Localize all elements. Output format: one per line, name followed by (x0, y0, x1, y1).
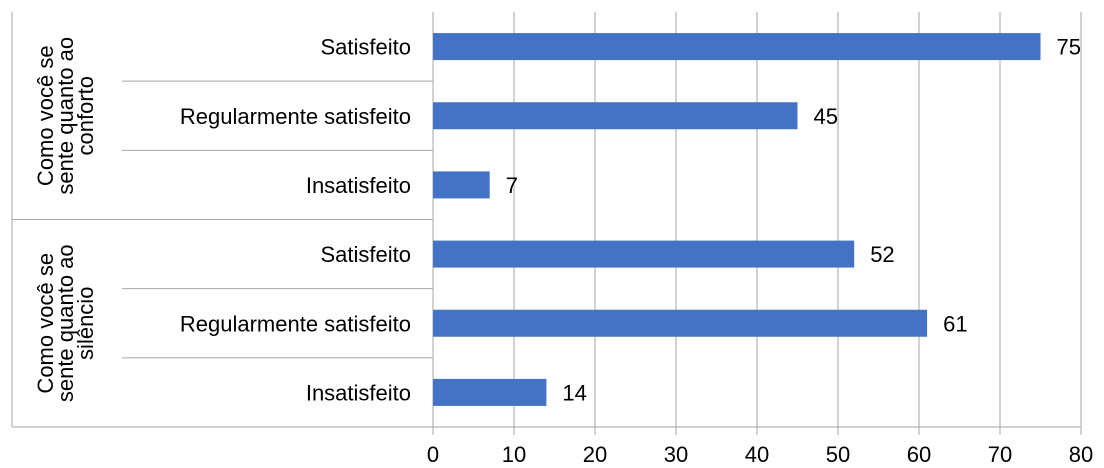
group-label-1: Como você sesente quanto aosilêncio (33, 244, 98, 402)
bar-1-2 (433, 378, 547, 406)
category-label: Insatisfeito (306, 380, 411, 405)
group-label-line: sente quanto ao (53, 37, 78, 195)
bar-1-1 (433, 309, 928, 337)
category-label: Regularmente satisfeito (180, 311, 411, 336)
category-label: Satisfeito (321, 35, 412, 60)
data-label-1-2: 14 (562, 380, 586, 405)
x-tick-label-0: 0 (427, 442, 439, 467)
group-label-line: conforto (73, 76, 98, 156)
x-tick-label-10: 10 (502, 442, 526, 467)
data-label-0-1: 45 (814, 104, 838, 129)
group-label-line: Como você se (33, 253, 58, 394)
data-label-0-2: 7 (506, 173, 518, 198)
category-label: Satisfeito (321, 242, 412, 267)
category-label: Regularmente satisfeito (180, 104, 411, 129)
bar-1-0 (433, 240, 855, 268)
bar-0-1 (433, 102, 798, 130)
category-label: Insatisfeito (306, 173, 411, 198)
bars (433, 33, 1041, 406)
bar-0-2 (433, 171, 490, 199)
group-label-line: sente quanto ao (53, 244, 78, 402)
group-label-0: Como você sesente quanto aoconforto (33, 37, 98, 195)
bar-0-0 (433, 33, 1041, 61)
grid-lines (513, 12, 1082, 427)
x-tick-label-80: 80 (1069, 442, 1093, 467)
x-tick-label-40: 40 (745, 442, 769, 467)
x-tick-label-60: 60 (907, 442, 931, 467)
x-tick-label-70: 70 (988, 442, 1012, 467)
x-tick-label-20: 20 (583, 442, 607, 467)
data-label-1-1: 61 (943, 311, 967, 336)
x-tick-label-50: 50 (826, 442, 850, 467)
group-label-line: Como você se (33, 45, 58, 186)
x-tick-label-30: 30 (664, 442, 688, 467)
group-label-line: silêncio (73, 287, 98, 360)
data-label-0-0: 75 (1057, 35, 1081, 60)
category-axis-structure (11, 12, 1082, 435)
data-label-1-0: 52 (870, 242, 894, 267)
